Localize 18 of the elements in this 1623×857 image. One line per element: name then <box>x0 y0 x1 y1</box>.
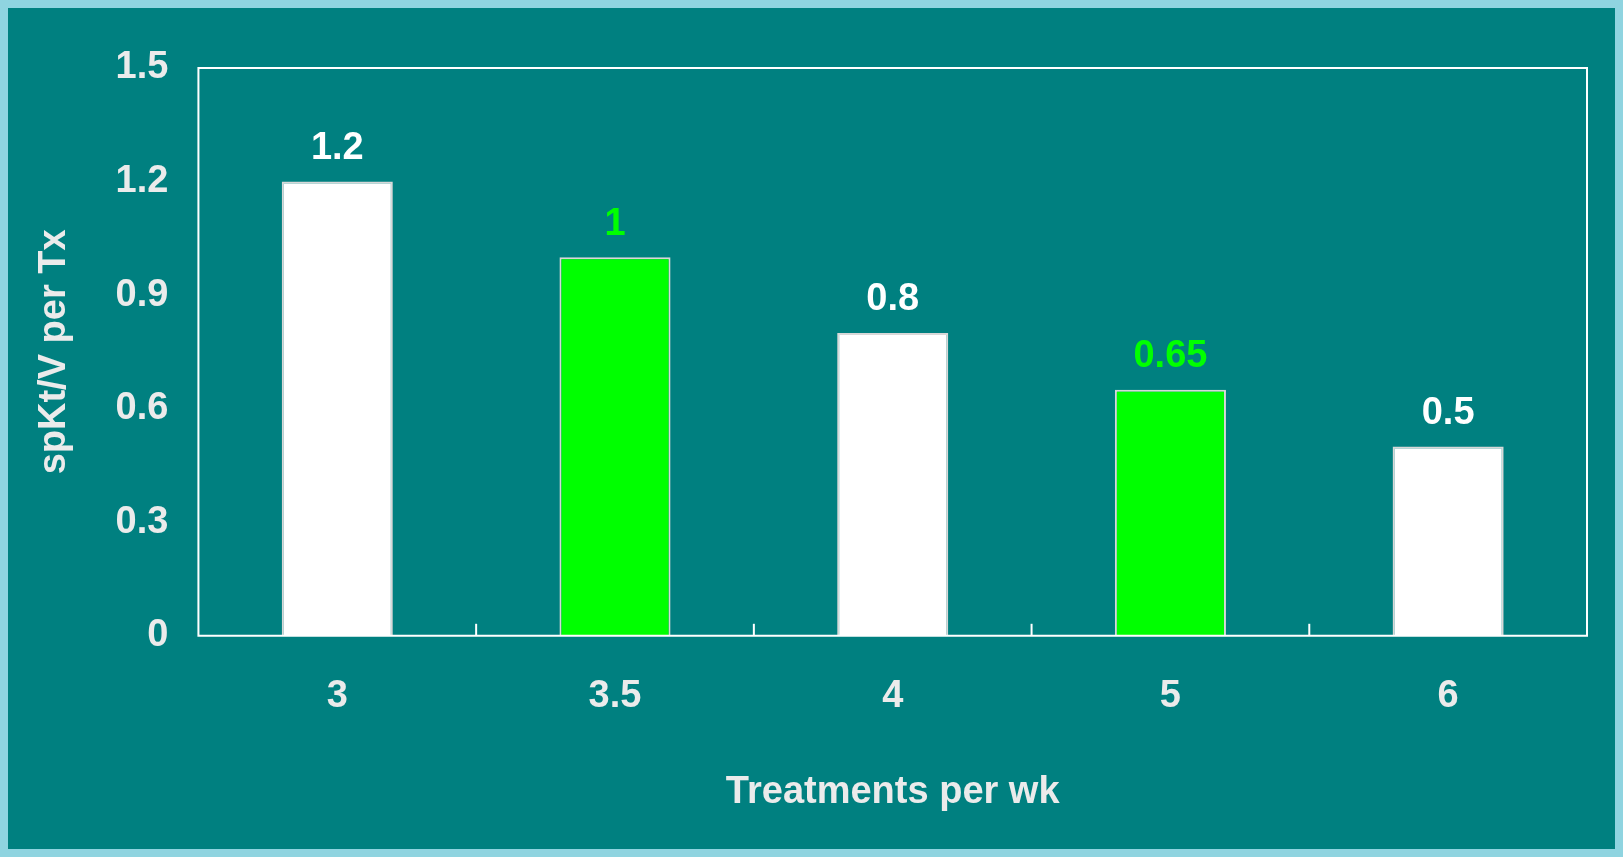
x-tick-label: 3.5 <box>588 673 642 716</box>
x-tick-label: 3 <box>326 673 348 716</box>
x-tick-label: 6 <box>1437 673 1459 716</box>
y-tick-label: 0 <box>147 612 169 655</box>
data-label: 0.5 <box>1421 390 1475 433</box>
data-label: 0.8 <box>866 276 920 319</box>
data-label: 1.2 <box>310 125 364 168</box>
data-label: 0.65 <box>1133 333 1208 376</box>
data-label: 1 <box>604 200 626 243</box>
x-axis-title: Treatments per wk <box>725 768 1061 811</box>
x-tick-label: 4 <box>882 673 904 716</box>
y-tick-label: 0.6 <box>115 385 169 428</box>
y-tick-label: 1.2 <box>115 158 169 201</box>
x-tick-label: 5 <box>1159 673 1181 716</box>
y-axis-title: spKt/V per Tx <box>31 229 74 475</box>
y-tick-label: 0.9 <box>115 271 169 314</box>
y-tick-label: 0.3 <box>115 498 169 541</box>
y-tick-label: 1.5 <box>115 44 169 87</box>
